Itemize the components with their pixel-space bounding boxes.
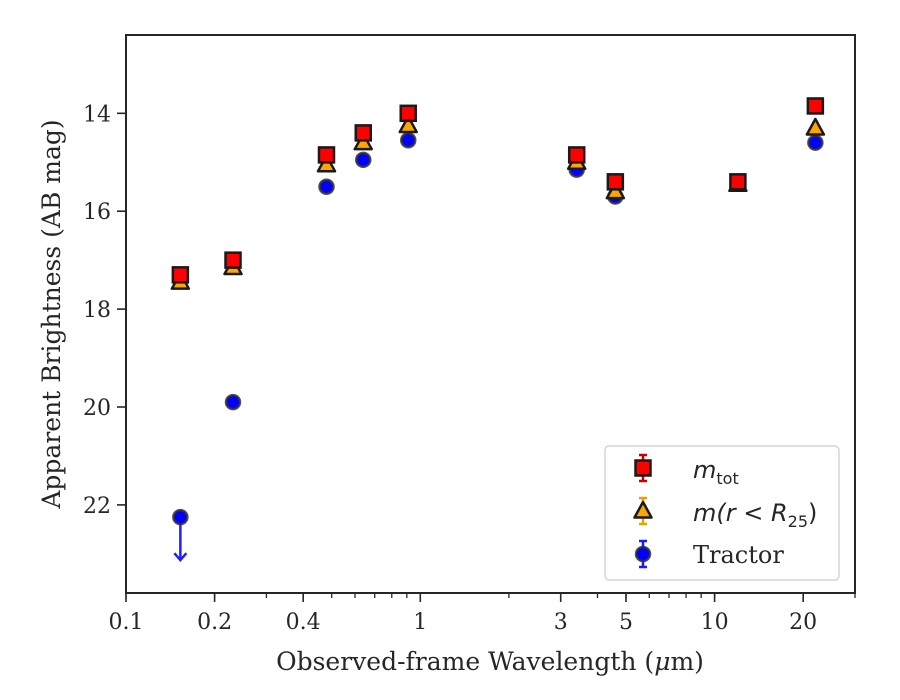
mtot-point	[606, 173, 625, 191]
plot-frame	[125, 34, 856, 594]
m-r25-point	[805, 117, 826, 136]
mtot-point	[317, 146, 336, 164]
x-tick-label: 3	[554, 610, 568, 635]
tractor-point	[355, 151, 372, 169]
x-tick-label: 10	[701, 610, 729, 635]
mtot-point	[806, 97, 825, 115]
legend: mtot m(r < R25) Tractor	[604, 445, 840, 581]
legend-marker-m-r25	[633, 500, 653, 519]
legend-marker-mtot	[634, 459, 652, 477]
y-axis-title: Apparent Brightness (AB mag)	[37, 119, 66, 509]
mtot-point	[171, 266, 190, 284]
x-tick-label: 20	[789, 610, 817, 635]
x-tick-label: 0.1	[109, 610, 144, 635]
tractor-point	[807, 134, 824, 151]
x-tick-label: 5	[619, 610, 633, 635]
tractor-point	[224, 393, 242, 411]
mtot-point	[567, 146, 586, 164]
tractor-point	[399, 131, 417, 149]
x-tick-label: 0.2	[197, 610, 232, 635]
m-r25-point	[398, 115, 418, 134]
legend-marker-tractor	[634, 545, 652, 563]
y-tick-label: 22	[83, 494, 111, 519]
x-axis: 0.1 0.2 0.4 1 3 5 10 20	[109, 593, 856, 635]
tractor-point	[172, 508, 189, 526]
legend-box	[604, 445, 840, 581]
y-tick-label: 14	[83, 102, 111, 127]
legend-markers	[633, 453, 653, 569]
x-tick-label: 1	[413, 610, 427, 635]
y-tick-label: 20	[83, 396, 111, 421]
mtot-point	[224, 251, 242, 269]
mtot-point	[729, 173, 747, 191]
x-tick-label: 0.4	[286, 610, 321, 635]
legend-label-tractor: Tractor	[693, 541, 784, 569]
upper-limit-arrow-head	[173, 552, 188, 563]
tractor-point	[318, 178, 335, 195]
data-points	[170, 97, 826, 563]
mtot-point	[399, 104, 417, 123]
legend-label-mtot: mtot	[693, 456, 739, 488]
legend-label-m-r25: m(r < R25)	[693, 499, 817, 531]
x-axis-title: Observed-frame Wavelength (μm)	[276, 647, 704, 676]
y-tick-label: 18	[83, 298, 111, 323]
mtot-point	[354, 124, 373, 142]
series-mtot	[171, 97, 825, 284]
y-tick-label: 16	[83, 200, 111, 225]
y-axis: 14 16 18 20 22	[83, 102, 126, 519]
